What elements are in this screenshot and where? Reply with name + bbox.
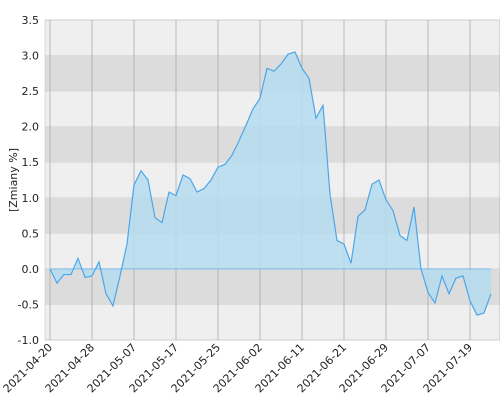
y-axis-label: [Zmiany %] [7,148,20,212]
y-tick-label: 3.5 [22,14,40,27]
y-tick-label: 0.0 [22,263,40,276]
area [50,52,491,316]
y-tick-label: -1.0 [18,334,39,347]
line [49,51,492,316]
grid-band [45,304,500,340]
y-tick-label: 2.0 [22,121,40,134]
y-tick-label: 0.5 [22,227,40,240]
grid-band [45,20,500,56]
y-tick-label: -0.5 [18,298,39,311]
y-tick-label: 1.5 [22,156,40,169]
y-tick-label: 2.5 [22,85,40,98]
y-tick-label: 1.0 [22,192,40,205]
y-tick-label: 3.0 [22,50,40,63]
